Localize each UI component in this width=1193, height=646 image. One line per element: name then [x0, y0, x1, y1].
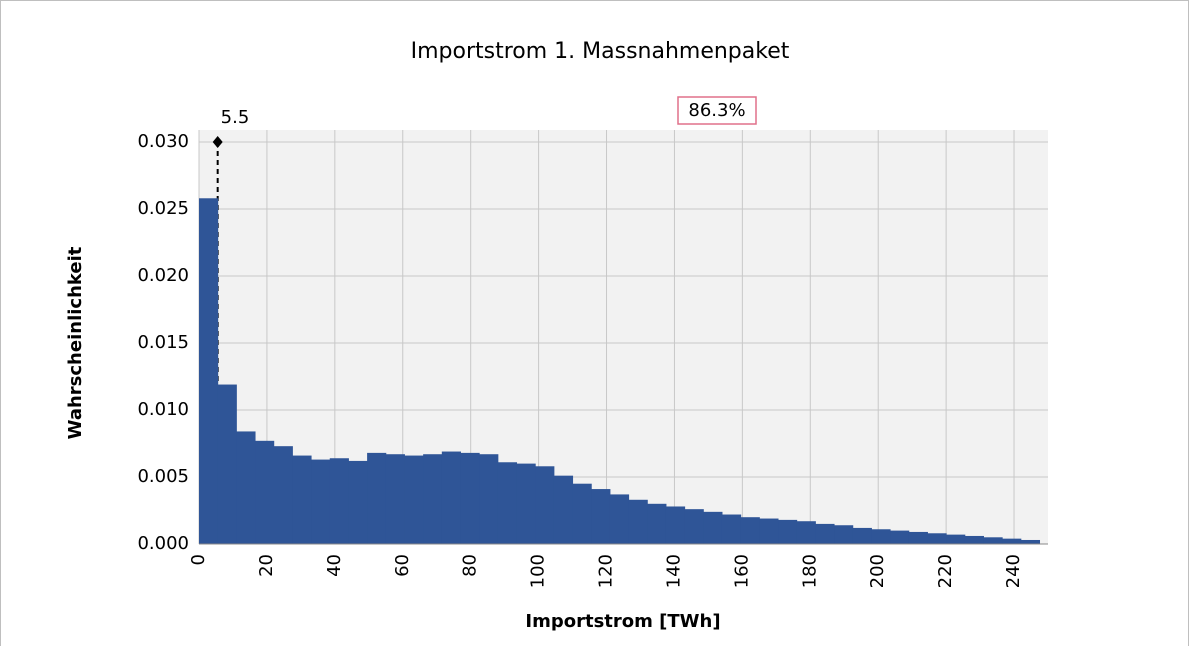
y-tick-label: 0.010: [137, 399, 189, 420]
bar: [311, 459, 331, 544]
bar: [217, 384, 237, 544]
x-tick-label: 220: [935, 554, 956, 588]
y-axis-label: Wahrscheinlichkeit: [65, 246, 86, 439]
bar: [367, 452, 387, 544]
bar: [273, 446, 293, 544]
marker-point: [212, 136, 223, 148]
bar: [292, 455, 312, 544]
bar: [721, 514, 742, 544]
bar: [441, 451, 461, 544]
bar: [591, 489, 611, 544]
bar: [871, 529, 891, 544]
bar: [329, 458, 349, 544]
bar: [647, 503, 667, 544]
bar: [1002, 538, 1022, 544]
bar: [759, 518, 779, 544]
bar: [628, 499, 648, 544]
x-tick-label: 140: [663, 554, 684, 588]
y-tick-label: 0.000: [137, 533, 189, 554]
bar: [497, 462, 518, 544]
x-tick-label: 40: [324, 554, 345, 577]
y-tick-label: 0.005: [137, 466, 189, 487]
marker-label: 5.5: [221, 107, 250, 128]
y-tick-label: 0.015: [137, 332, 189, 353]
annotation-box: [677, 96, 757, 125]
x-tick-label: 120: [596, 554, 617, 588]
bar: [815, 523, 835, 544]
x-tick-label: 160: [731, 554, 752, 588]
bar: [684, 509, 704, 544]
x-tick-label: 60: [392, 554, 413, 577]
bar: [852, 527, 872, 544]
x-tick-label: 200: [867, 554, 888, 588]
y-tick-label: 0.025: [137, 198, 189, 219]
x-tick-label: 0: [188, 554, 209, 565]
bar: [348, 460, 368, 544]
bar: [516, 463, 536, 544]
bar: [535, 466, 555, 544]
bar: [665, 506, 686, 544]
x-tick-label: 80: [460, 554, 481, 577]
bar: [908, 531, 928, 544]
bar: [199, 198, 219, 544]
chart-title: Importstrom 1. Massnahmenpaket: [411, 39, 790, 64]
bar: [778, 519, 798, 544]
bar: [703, 511, 723, 544]
y-tick-label: 0.020: [137, 265, 189, 286]
annotation: 86.3%: [688, 100, 745, 121]
y-tick-label: 0.030: [137, 131, 189, 152]
bar: [946, 534, 966, 544]
x-tick-label: 240: [1003, 554, 1024, 588]
bar: [404, 455, 424, 544]
x-tick-label: 20: [256, 554, 277, 577]
bar: [796, 521, 816, 544]
bar: [423, 454, 443, 544]
bar: [927, 533, 947, 544]
x-tick-label: 180: [799, 554, 820, 588]
bar: [964, 535, 984, 544]
bar: [255, 440, 275, 544]
bar: [236, 431, 256, 544]
bar: [740, 517, 760, 544]
bar: [983, 537, 1003, 544]
bar: [572, 483, 592, 544]
bar: [1020, 539, 1041, 544]
x-tick-label: 100: [528, 554, 549, 588]
bar: [553, 475, 574, 544]
bar: [890, 530, 910, 544]
bar: [385, 454, 405, 544]
bar: [479, 454, 499, 544]
x-axis-label: Importstrom [TWh]: [525, 611, 720, 632]
bar: [460, 452, 480, 544]
bar: [834, 525, 854, 544]
bar: [609, 494, 630, 544]
